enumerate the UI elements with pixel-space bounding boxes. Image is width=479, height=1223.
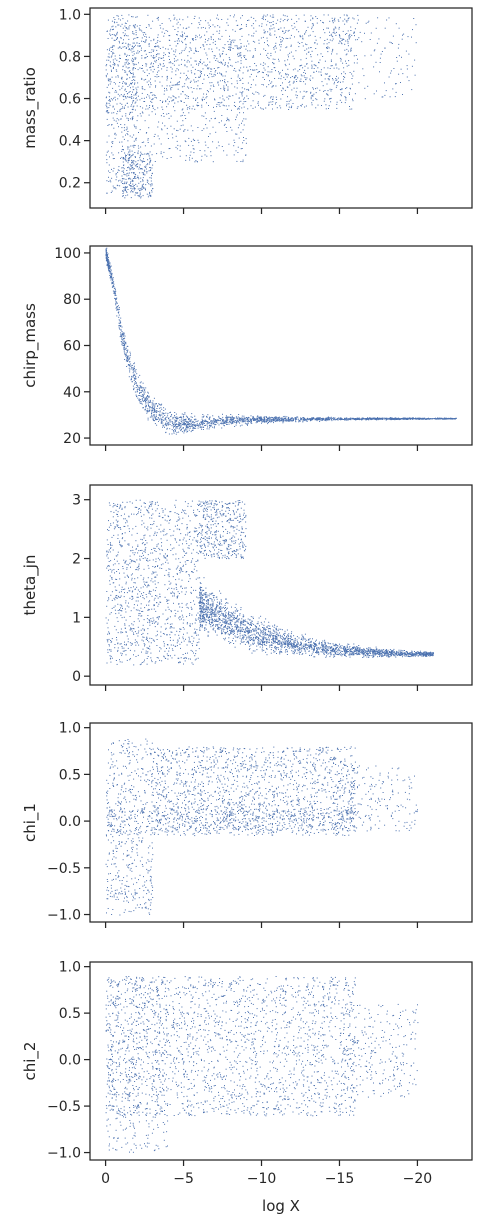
scatter-points-panel-1	[105, 14, 417, 199]
y-tick-label: −0.5	[47, 861, 81, 877]
scatter-points-panel-2	[105, 247, 457, 435]
y-tick-label: −1.0	[47, 908, 81, 924]
x-tick-label: −15	[325, 1171, 355, 1187]
scatter-points-panel-3	[105, 499, 434, 666]
axes-frame-panel-5	[89, 961, 473, 1161]
y-tick-label: 20	[63, 431, 81, 447]
x-tick-label: −5	[173, 1171, 194, 1187]
y-tick-label: −0.5	[47, 1099, 81, 1115]
y-tick-label: 0.5	[59, 1006, 81, 1022]
x-axis-label: log X	[262, 1197, 300, 1215]
y-tick-label: 2	[72, 552, 81, 568]
y-tick-label: 0.4	[59, 134, 81, 150]
panel-1: 0.2 0.4 0.6 0.8 1.0 mass_ratio	[21, 7, 473, 214]
y-axis-label: mass_ratio	[21, 67, 40, 149]
y-tick-label: 40	[63, 385, 81, 401]
y-tick-label: 1.0	[59, 7, 81, 23]
y-axis-label: chirp_mass	[21, 303, 40, 388]
y-axis-label: chi_2	[21, 1042, 40, 1081]
y-tick-label: 0.2	[59, 176, 81, 192]
scatter-points-panel-4	[105, 738, 418, 916]
y-tick-label: 60	[63, 339, 81, 355]
axes-frame-panel-4	[89, 722, 473, 923]
y-tick-label: 1.0	[59, 960, 81, 976]
y-tick-label: 1.0	[59, 721, 81, 737]
axes-frame-panel-3	[89, 484, 473, 686]
panel-4: −1.0 −0.5 0.0 0.5 1.0 chi_1	[21, 721, 473, 928]
y-tick-label: 0	[72, 669, 81, 685]
y-tick-label: 0.0	[59, 1053, 81, 1069]
x-tick-label: −20	[403, 1171, 433, 1187]
y-tick-label: 0.6	[59, 92, 81, 108]
panel-2: 20 40 60 80 100 chirp_mass	[21, 245, 473, 451]
y-tick-label: 0.0	[59, 814, 81, 830]
y-tick-label: −1.0	[47, 1146, 81, 1162]
y-axis-label: theta_jn	[21, 555, 40, 616]
y-tick-label: 100	[54, 246, 81, 262]
y-axis-label: chi_1	[21, 803, 40, 842]
panel-3: 0 1 2 3 theta_jn	[21, 484, 473, 691]
x-tick-label: 0	[101, 1171, 110, 1187]
x-tick-label: −10	[247, 1171, 277, 1187]
y-tick-label: 80	[63, 292, 81, 308]
scatter-points-panel-5	[105, 976, 419, 1153]
y-tick-label: 0.8	[59, 49, 81, 65]
y-tick-label: 0.5	[59, 767, 81, 783]
panel-5: −1.0 −0.5 0.0 0.5 1.0 0 −5 −10 −15 −20 chi_2	[21, 960, 473, 1187]
y-tick-label: 1	[72, 610, 81, 626]
axes-frame-panel-1	[89, 7, 473, 209]
y-tick-label: 3	[72, 493, 81, 509]
